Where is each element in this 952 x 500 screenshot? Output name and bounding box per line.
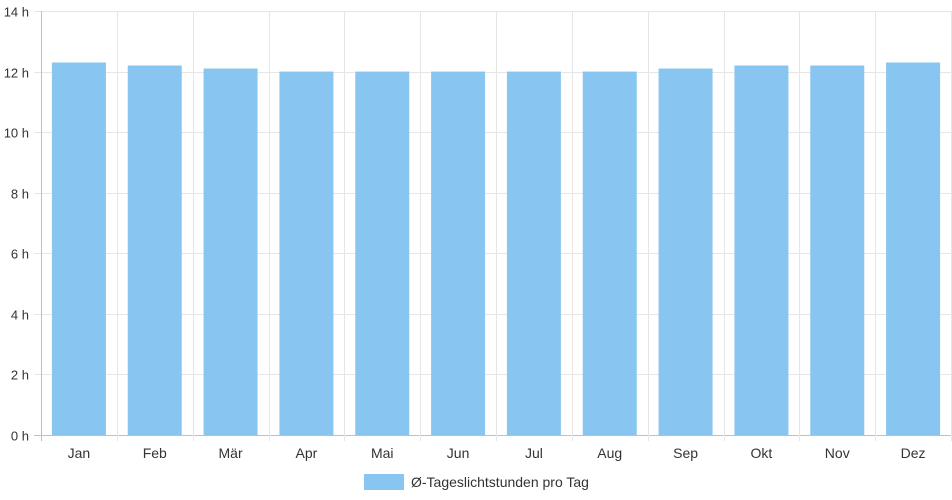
legend-label: Ø-Tageslichtstunden pro Tag: [411, 474, 589, 490]
y-tick-label: 6 h: [11, 247, 29, 262]
bar-nov: [810, 65, 865, 435]
bar-sep: [658, 68, 713, 436]
legend[interactable]: Ø-Tageslichtstunden pro Tag: [364, 474, 589, 490]
x-tick-label: Apr: [296, 445, 318, 461]
axis-layer: 0 h 2 h 4 h 6 h 8 h 10 h 12 h 14 h Jan Feb Mär Apr M…: [4, 5, 926, 462]
bar-aug: [582, 71, 637, 436]
x-tick-label: Dez: [901, 445, 926, 461]
grid-layer: [34, 11, 952, 441]
y-tick-label: 10 h: [4, 126, 29, 141]
x-tick-label: Nov: [825, 445, 850, 461]
x-tick-label: Jan: [68, 445, 91, 461]
x-tick-label: Sep: [673, 445, 698, 461]
bar-dez: [886, 62, 941, 435]
x-tick-label: Jul: [525, 445, 543, 461]
y-tick-label: 4 h: [11, 308, 29, 323]
bar-jul: [506, 71, 561, 436]
x-tick-label: Okt: [751, 445, 773, 461]
x-tick-label: Feb: [143, 445, 167, 461]
bar-jan: [51, 62, 106, 435]
bar-mär: [203, 68, 258, 436]
legend-swatch: [364, 474, 404, 490]
bar-okt: [734, 65, 789, 435]
x-tick-label: Aug: [597, 445, 622, 461]
bars-layer: [51, 62, 941, 436]
y-tick-label: 12 h: [4, 66, 29, 81]
bar-apr: [279, 71, 334, 436]
x-tick-label: Mai: [371, 445, 394, 461]
bar-feb: [127, 65, 182, 435]
y-tick-label: 0 h: [11, 429, 29, 444]
bar-jun: [431, 71, 486, 436]
y-tick-label: 2 h: [11, 368, 29, 383]
y-tick-label: 14 h: [4, 5, 29, 20]
x-tick-label: Jun: [447, 445, 470, 461]
bar-mai: [355, 71, 410, 436]
x-tick-label: Mär: [219, 445, 243, 461]
y-tick-label: 8 h: [11, 187, 29, 202]
